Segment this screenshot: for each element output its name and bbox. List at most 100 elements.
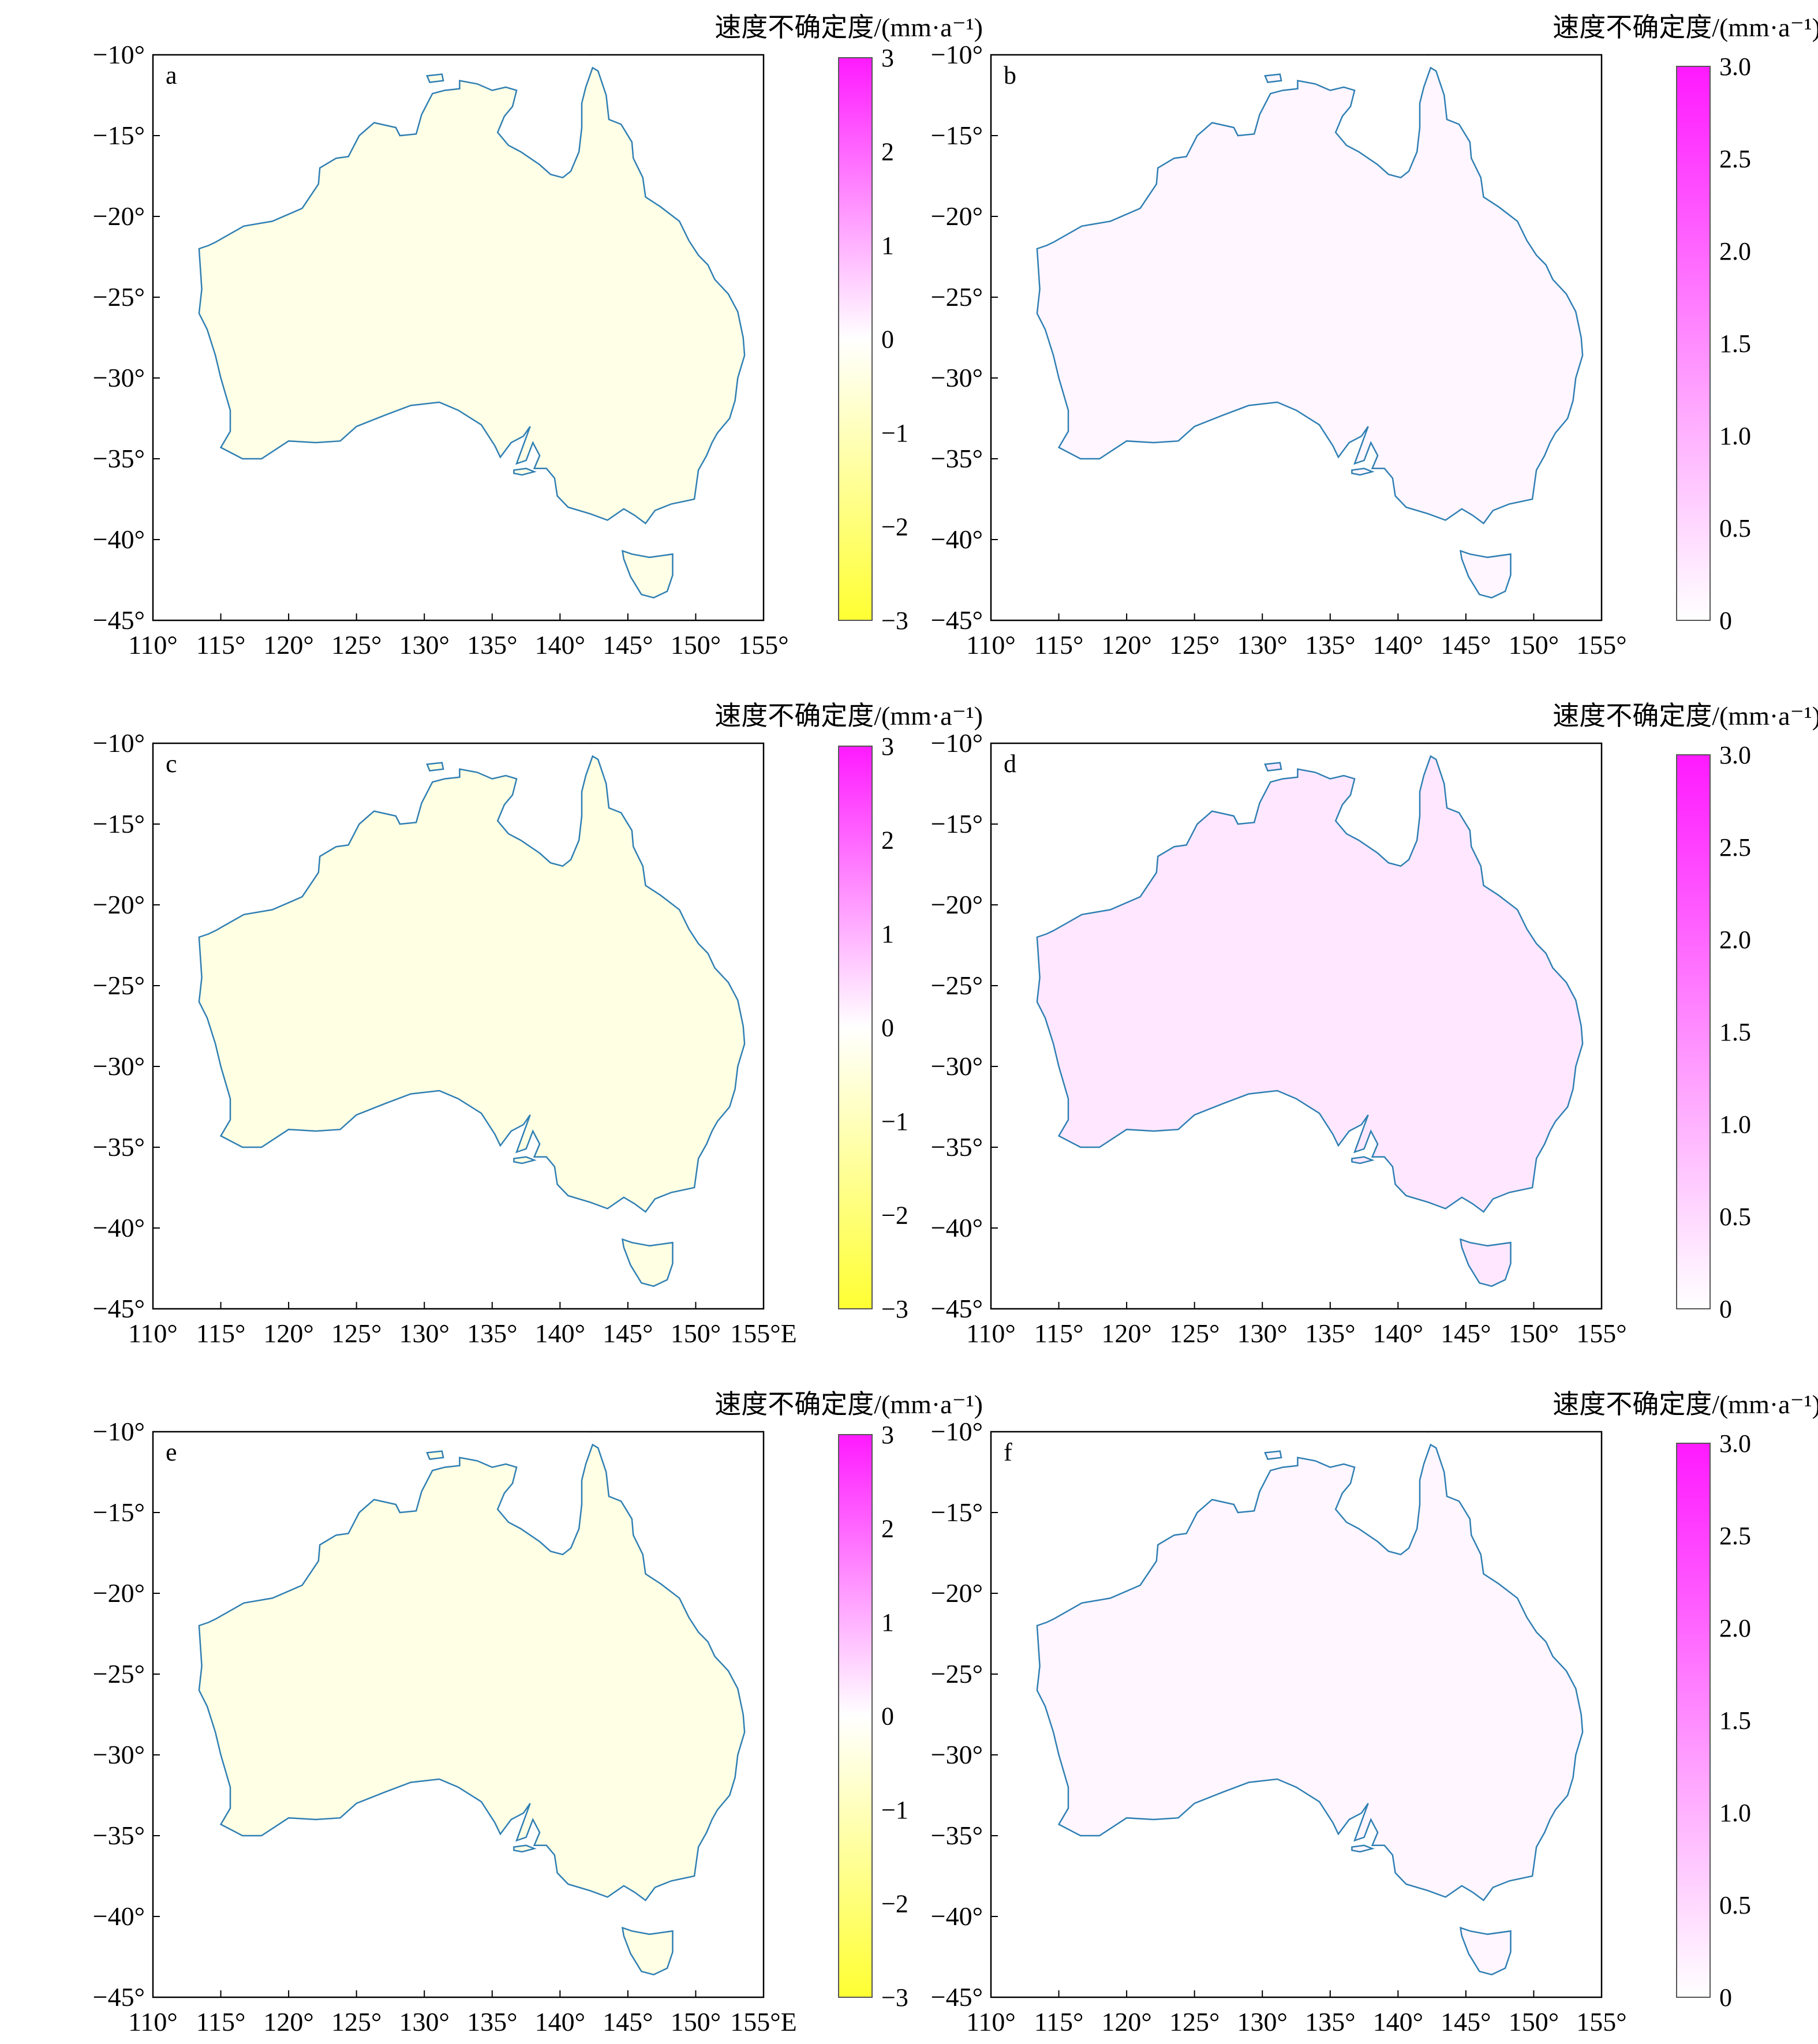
island-landmass <box>426 762 444 772</box>
y-tick-label: −30° <box>931 363 983 392</box>
new-guinea-coast <box>1415 743 1430 744</box>
y-tick-label: −35° <box>93 444 145 473</box>
x-tick-label: 140° <box>535 2007 585 2036</box>
colorbar-tick-label: 0.5 <box>1719 514 1751 542</box>
x-tick-label: 140° <box>535 630 585 660</box>
island-landmass <box>1459 549 1512 599</box>
x-tick-label: 115° <box>1034 630 1084 660</box>
colorbar-title: 速度不确定度/(mm·a⁻¹) <box>715 13 983 42</box>
x-tick-label: 135° <box>467 2007 517 2036</box>
colorbar-tick-label: 0 <box>881 1014 894 1042</box>
x-tick-label: 155° <box>1576 1319 1626 1348</box>
colorbar-tick-label: 0 <box>881 1702 894 1731</box>
y-tick-label: −25° <box>93 282 145 312</box>
colorbar-tick-label: 1.0 <box>1719 1799 1751 1827</box>
y-tick-label: −30° <box>93 1740 145 1769</box>
y-tick-label: −45° <box>931 1294 983 1323</box>
panel-letter: e <box>166 1438 177 1466</box>
colorbar-gradient <box>838 1434 873 1998</box>
colorbar-tick-label: 3 <box>881 44 894 72</box>
panel-letter: d <box>1004 750 1016 778</box>
x-tick-label: 145° <box>603 1319 653 1348</box>
australia-landmass <box>1036 1443 1584 1901</box>
x-tick-label: 135° <box>1305 2007 1355 2036</box>
x-tick-label: 115° <box>196 1319 246 1348</box>
y-tick-label: −30° <box>931 1740 983 1769</box>
plot-frame <box>990 742 1603 1310</box>
new-guinea-coast <box>577 743 592 744</box>
colorbar-title: 速度不确定度/(mm·a⁻¹) <box>1553 701 1818 731</box>
colorbar-tick-label: −3 <box>881 1983 908 2012</box>
y-tick-label: −20° <box>931 890 983 919</box>
map-panel-d: d −10° −15° −20° −25° −30° −35° −40° −45°110° 115… <box>931 701 1818 1348</box>
x-tick-label: 110° <box>966 2007 1016 2036</box>
y-tick-label: −40° <box>93 525 145 554</box>
colorbar-tick-label: 2 <box>881 826 894 855</box>
island-landmass <box>426 73 444 83</box>
y-tick-label: −35° <box>93 1821 145 1850</box>
australia-landmass <box>198 755 746 1213</box>
plot-frame <box>152 54 765 622</box>
australia-landmass <box>198 66 746 525</box>
panel-letter: a <box>166 61 177 89</box>
colorbar-gradient <box>1676 754 1711 1309</box>
colorbar-tick-label: 3 <box>881 1421 894 1449</box>
x-tick-label: 150° <box>1509 1319 1559 1348</box>
colorbar-tick-label: 0 <box>1719 1983 1732 2012</box>
colorbar-tick-label: −2 <box>881 513 908 541</box>
x-tick-label: 120° <box>263 1319 313 1348</box>
y-tick-label: −45° <box>93 1982 145 2012</box>
y-tick-label: −30° <box>931 1051 983 1081</box>
colorbar-tick-label: 1 <box>881 920 894 948</box>
x-tick-label: 130° <box>1237 1319 1288 1348</box>
colorbar-gradient <box>838 57 873 621</box>
x-tick-label: 120° <box>1101 1319 1151 1348</box>
colorbar-title: 速度不确定度/(mm·a⁻¹) <box>1553 1390 1818 1419</box>
colorbar: 3 2 1 0 −1 −2 −3 速度不确定度/(mm·a⁻¹) <box>715 13 983 635</box>
island-landmass <box>621 1238 674 1287</box>
island-landmass <box>1264 1450 1282 1460</box>
colorbar: 3 2 1 0 −1 −2 −3 速度不确定度/(mm·a⁻¹) <box>715 1390 983 2012</box>
y-tick-label: −15° <box>93 1498 145 1527</box>
colorbar-tick-label: 0 <box>1719 1295 1732 1323</box>
x-tick-label: 130° <box>1237 2007 1288 2036</box>
y-tick-label: −40° <box>931 525 983 554</box>
x-tick-label: 155° <box>1576 630 1626 660</box>
island-landmass <box>1264 762 1282 772</box>
y-tick-label: −40° <box>93 1213 145 1242</box>
x-tick-label: 125° <box>1169 630 1220 660</box>
island-landmass <box>1264 73 1282 83</box>
y-tick-label: −20° <box>931 201 983 231</box>
x-tick-label: 150° <box>671 1319 721 1348</box>
y-tick-label: −20° <box>93 201 145 231</box>
x-tick-label: 155°E <box>730 1319 797 1348</box>
x-tick-label: 135° <box>1305 630 1355 660</box>
colorbar-tick-label: 3.0 <box>1719 741 1751 769</box>
x-tick-label: 150° <box>1509 2007 1559 2036</box>
x-tick-label: 145° <box>1441 2007 1491 2036</box>
y-tick-label: −40° <box>931 1901 983 1931</box>
colorbar-tick-label: 2 <box>881 1515 894 1543</box>
x-tick-label: 130° <box>399 630 450 660</box>
y-tick-label: −10° <box>93 40 145 69</box>
colorbar: 3.0 2.5 2.0 1.5 1.0 0.5 0 速度不确定度/(mm·a⁻¹) <box>1553 701 1818 1323</box>
x-tick-label: 155° <box>738 630 788 660</box>
colorbar: 3.0 2.5 2.0 1.5 1.0 0.5 0 速度不确定度/(mm·a⁻¹) <box>1553 13 1818 635</box>
y-tick-label: −10° <box>931 40 983 69</box>
y-tick-label: −45° <box>93 605 145 635</box>
x-tick-label: 120° <box>263 2007 313 2036</box>
y-tick-label: −40° <box>931 1213 983 1242</box>
plot-frame <box>152 742 765 1310</box>
x-tick-label: 120° <box>1101 630 1151 660</box>
colorbar-tick-label: 2.0 <box>1719 237 1751 265</box>
y-tick-label: −45° <box>931 1982 983 2012</box>
x-tick-label: 155° <box>1576 2007 1626 2036</box>
x-tick-label: 145° <box>603 630 653 660</box>
x-tick-label: 140° <box>1373 1319 1423 1348</box>
y-tick-label: −25° <box>931 971 983 1000</box>
colorbar-tick-label: −1 <box>881 1107 908 1136</box>
y-tick-label: −25° <box>931 1659 983 1689</box>
x-tick-label: 125° <box>331 630 381 660</box>
x-tick-label: 110° <box>128 1319 178 1348</box>
y-tick-label: −35° <box>931 1132 983 1162</box>
